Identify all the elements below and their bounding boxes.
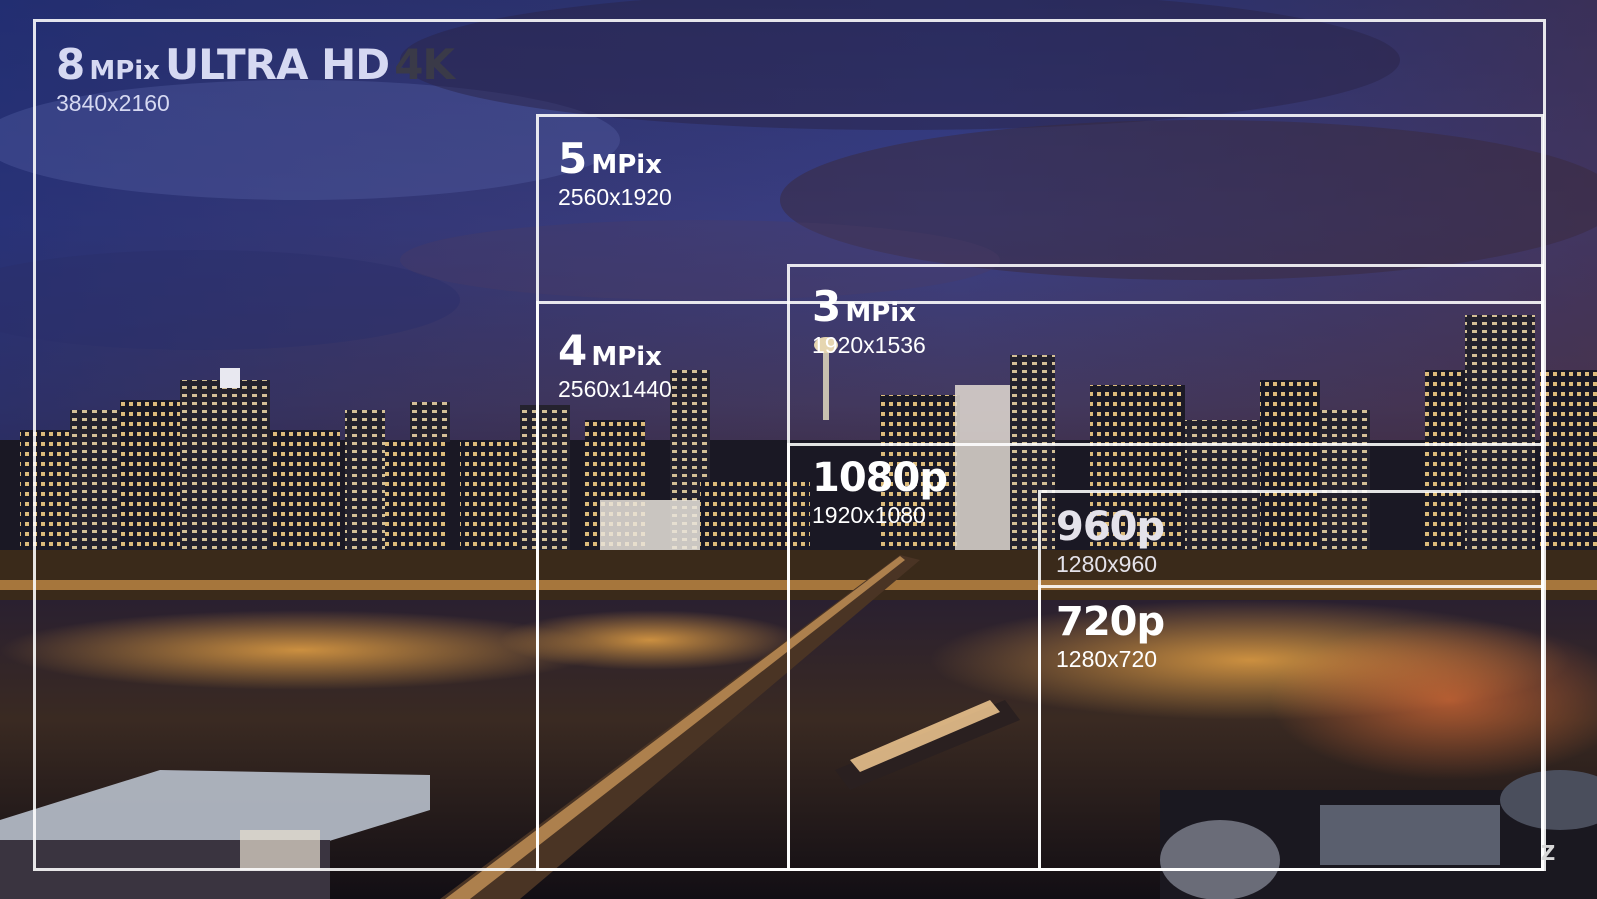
label-720p-title: 720p [1056,599,1165,645]
label-5mpix-unit: MPix [591,150,662,180]
label-4k: 4K [394,40,455,89]
label-5mpix-number: 5 [558,134,587,183]
label-1080p-title: 1080p [812,455,948,501]
label-4mpix-unit: MPix [591,342,662,372]
label-2560x1440: 2560x1440 [558,376,672,402]
label-3mpix-unit: MPix [845,298,916,328]
label-3mpix: 3 MPix 1920x1536 [812,286,926,357]
watermark-logo: Z [1540,841,1556,865]
label-1920x1536: 1920x1536 [812,332,926,358]
label-8mpix-4k: 8 MPix ULTRA HD 4K 3840x2160 [56,44,455,116]
label-4mpix-number: 4 [558,326,587,375]
label-1280x720: 1280x720 [1056,646,1158,672]
label-8mpix-unit: MPix [89,56,160,86]
label-960p: 960p 1280x960 [1056,504,1165,577]
label-2560x1920: 2560x1920 [558,184,672,210]
label-1280x960: 1280x960 [1056,551,1158,577]
label-3mpix-number: 3 [812,282,841,331]
label-ultra-hd: ULTRA HD [165,40,390,89]
label-1920x1080: 1920x1080 [812,502,926,528]
label-5mpix: 5 MPix 2560x1920 [558,138,672,209]
label-1080p: 1080p 1920x1080 [812,455,948,528]
label-960p-title: 960p [1056,504,1165,550]
frame-720p [1038,585,1544,871]
label-8mpix-number: 8 [56,40,85,89]
label-4mpix: 4 MPix 2560x1440 [558,330,672,401]
label-3840x2160: 3840x2160 [56,90,170,116]
label-720p: 720p 1280x720 [1056,599,1165,672]
